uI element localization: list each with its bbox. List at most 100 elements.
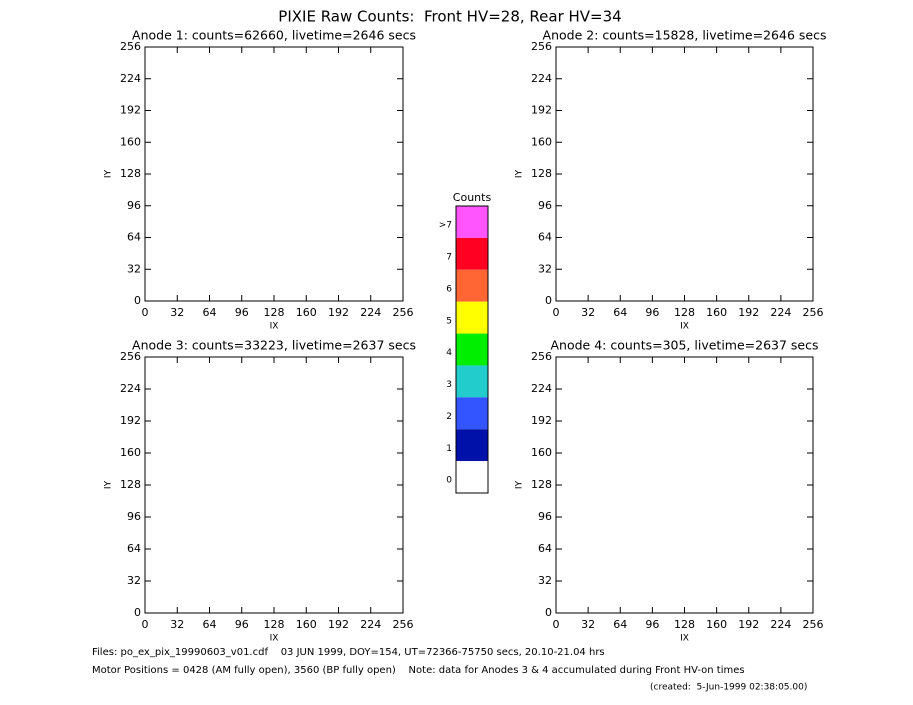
colorbar-swatch bbox=[456, 301, 488, 334]
x-tick-label: 96 bbox=[235, 618, 249, 631]
y-tick-label: 96 bbox=[127, 510, 141, 523]
y-tick-label: 224 bbox=[531, 382, 552, 395]
y-tick-label: 192 bbox=[120, 414, 141, 427]
y-tick-label: 256 bbox=[531, 350, 552, 363]
colorbar-swatch bbox=[456, 429, 488, 462]
x-tick-label: 224 bbox=[770, 306, 791, 319]
colorbar-label: 2 bbox=[446, 412, 452, 422]
colorbar-swatch bbox=[456, 461, 488, 493]
y-tick-label: 160 bbox=[120, 446, 141, 459]
colorbar-swatch bbox=[456, 237, 488, 270]
y-tick-label: 64 bbox=[127, 542, 141, 555]
y-tick-label: 128 bbox=[531, 167, 552, 180]
x-tick-label: 256 bbox=[803, 618, 824, 631]
page-title: PIXIE Raw Counts: Front HV=28, Rear HV=3… bbox=[278, 8, 621, 26]
panel-title: Anode 1: counts=62660, livetime=2646 sec… bbox=[132, 28, 416, 43]
y-tick-label: 192 bbox=[120, 104, 141, 117]
x-tick-label: 96 bbox=[645, 306, 659, 319]
x-tick-label: 256 bbox=[393, 618, 414, 631]
plot-area bbox=[555, 356, 814, 614]
colorbar-swatch bbox=[456, 333, 488, 366]
plot-area bbox=[144, 46, 404, 302]
y-tick-label: 224 bbox=[120, 382, 141, 395]
y-axis-label: IY bbox=[515, 480, 525, 489]
y-tick-label: 64 bbox=[538, 231, 552, 244]
x-tick-label: 160 bbox=[706, 618, 727, 631]
footer-created: (created: 5-Jun-1999 02:38:05.00) bbox=[650, 683, 807, 693]
colorbar-swatch bbox=[456, 206, 488, 238]
x-tick-label: 160 bbox=[296, 618, 317, 631]
x-tick-label: 192 bbox=[738, 618, 759, 631]
y-tick-label: 64 bbox=[127, 231, 141, 244]
x-tick-label: 32 bbox=[581, 306, 595, 319]
x-tick-label: 64 bbox=[613, 306, 627, 319]
x-tick-label: 160 bbox=[296, 306, 317, 319]
x-axis-label: IX bbox=[680, 634, 689, 644]
x-axis-label: IX bbox=[680, 322, 689, 332]
y-tick-label: 128 bbox=[120, 167, 141, 180]
y-axis-label: IY bbox=[104, 480, 114, 489]
x-tick-label: 192 bbox=[328, 618, 349, 631]
x-tick-label: 192 bbox=[328, 306, 349, 319]
panel-title: Anode 3: counts=33223, livetime=2637 sec… bbox=[132, 338, 416, 353]
x-tick-label: 0 bbox=[142, 618, 149, 631]
panel-title: Anode 2: counts=15828, livetime=2646 sec… bbox=[543, 28, 827, 43]
colorbar-frame bbox=[455, 205, 489, 494]
y-tick-label: 32 bbox=[538, 262, 552, 275]
y-tick-label: 256 bbox=[120, 350, 141, 363]
y-tick-label: 32 bbox=[127, 574, 141, 587]
y-tick-label: 0 bbox=[134, 606, 141, 619]
y-tick-label: 160 bbox=[531, 135, 552, 148]
x-tick-label: 32 bbox=[170, 618, 184, 631]
x-tick-label: 128 bbox=[264, 618, 285, 631]
colorbar-title: Counts bbox=[453, 191, 492, 204]
x-tick-label: 64 bbox=[613, 618, 627, 631]
y-tick-label: 96 bbox=[538, 199, 552, 212]
colorbar-label: 7 bbox=[446, 253, 452, 263]
y-tick-label: 224 bbox=[531, 72, 552, 85]
colorbar-swatch bbox=[456, 269, 488, 302]
colorbar-label: 1 bbox=[446, 444, 452, 454]
x-tick-label: 128 bbox=[264, 306, 285, 319]
x-tick-label: 64 bbox=[203, 306, 217, 319]
x-axis-label: IX bbox=[270, 322, 279, 332]
x-tick-label: 192 bbox=[738, 306, 759, 319]
colorbar-label: 0 bbox=[446, 476, 452, 486]
y-tick-label: 32 bbox=[127, 262, 141, 275]
y-tick-label: 224 bbox=[120, 72, 141, 85]
x-tick-label: 64 bbox=[203, 618, 217, 631]
colorbar-label: 6 bbox=[446, 284, 452, 294]
x-tick-label: 256 bbox=[393, 306, 414, 319]
x-tick-label: 0 bbox=[142, 306, 149, 319]
footer-motor: Motor Positions = 0428 (AM fully open), … bbox=[92, 665, 745, 676]
y-tick-label: 256 bbox=[120, 40, 141, 53]
y-tick-label: 96 bbox=[127, 199, 141, 212]
x-tick-label: 224 bbox=[360, 306, 381, 319]
x-axis-label: IX bbox=[270, 634, 279, 644]
colorbar-swatch bbox=[456, 365, 488, 398]
panel-title: Anode 4: counts=305, livetime=2637 secs bbox=[550, 338, 818, 353]
x-tick-label: 32 bbox=[170, 306, 184, 319]
x-tick-label: 224 bbox=[770, 618, 791, 631]
x-tick-label: 32 bbox=[581, 618, 595, 631]
x-tick-label: 224 bbox=[360, 618, 381, 631]
x-tick-label: 96 bbox=[235, 306, 249, 319]
x-tick-label: 128 bbox=[674, 618, 695, 631]
x-tick-label: 0 bbox=[553, 618, 560, 631]
colorbar-swatch bbox=[456, 397, 488, 430]
y-tick-label: 256 bbox=[531, 40, 552, 53]
colorbar-label: >7 bbox=[439, 221, 452, 231]
y-tick-label: 0 bbox=[545, 294, 552, 307]
y-tick-label: 32 bbox=[538, 574, 552, 587]
x-tick-label: 96 bbox=[645, 618, 659, 631]
footer-files: Files: po_ex_pix_19990603_v01.cdf 03 JUN… bbox=[92, 647, 605, 658]
plot-area bbox=[144, 356, 404, 614]
y-axis-label: IY bbox=[104, 169, 114, 178]
colorbar-label: 4 bbox=[446, 348, 452, 358]
y-tick-label: 192 bbox=[531, 414, 552, 427]
y-tick-label: 160 bbox=[120, 135, 141, 148]
colorbar-label: 3 bbox=[446, 380, 452, 390]
x-tick-label: 0 bbox=[553, 306, 560, 319]
x-tick-label: 256 bbox=[803, 306, 824, 319]
